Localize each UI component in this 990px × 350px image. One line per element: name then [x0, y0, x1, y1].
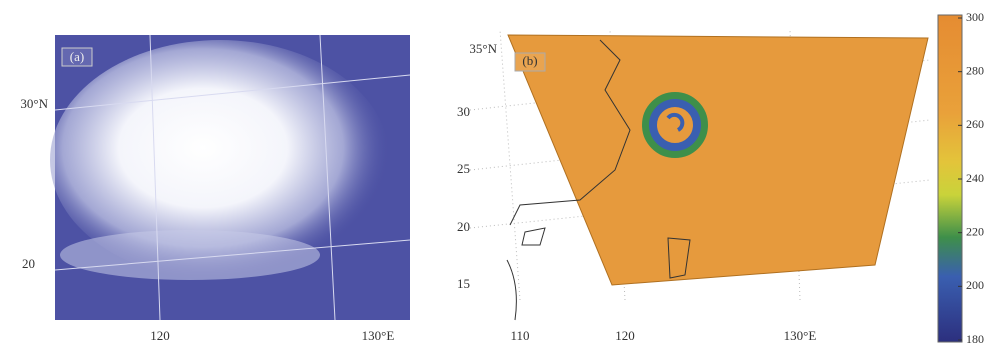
- colorbar-tick-label: 300: [966, 10, 984, 24]
- colorbar-tick-label: 200: [966, 278, 984, 292]
- colorbar-tick-label: 180: [966, 332, 984, 346]
- lat-label: 30: [457, 104, 470, 119]
- colorbar-tick-label: 220: [966, 224, 984, 238]
- colorbar-tick-label: 260: [966, 117, 984, 131]
- cloud-band: [60, 230, 320, 280]
- coastline: [507, 260, 516, 320]
- lat-label: 15: [457, 276, 470, 291]
- lat-label: 30°N: [20, 96, 48, 111]
- lat-label: 35°N: [469, 41, 497, 56]
- lon-label: 120: [615, 328, 635, 343]
- panel-b: (b) 35°N 30 25 20 15 110 120 130°E: [457, 30, 930, 343]
- colorbar-tick-label: 240: [966, 171, 984, 185]
- lat-label: 20: [22, 256, 35, 271]
- panel-a: (a) 30°N 20 120 130°E: [20, 35, 410, 343]
- brightness-map: [508, 35, 928, 285]
- colorbar-tick-label: 280: [966, 63, 984, 77]
- lat-label: 20: [457, 219, 470, 234]
- lat-label: 25: [457, 161, 470, 176]
- panel-label: (b): [522, 53, 537, 68]
- panel-label: (a): [70, 49, 84, 64]
- lon-label: 130°E: [362, 328, 395, 343]
- lon-label: 120: [150, 328, 170, 343]
- lon-label: 110: [510, 328, 529, 343]
- colorbar: 300 280 260 240 220 200 180: [938, 10, 984, 346]
- lon-label: 130°E: [784, 328, 817, 343]
- figure: (a) 30°N 20 120 130°E (b) 35°N 30 25 20 …: [0, 0, 990, 350]
